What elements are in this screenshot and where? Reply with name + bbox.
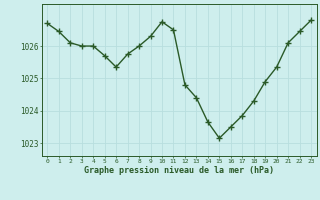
X-axis label: Graphe pression niveau de la mer (hPa): Graphe pression niveau de la mer (hPa) [84,166,274,175]
